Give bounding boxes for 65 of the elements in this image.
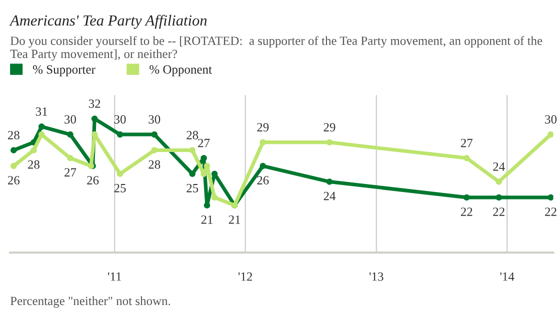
data-label: 25: [114, 184, 126, 192]
data-label: 24: [493, 162, 505, 171]
data-label: 22: [493, 208, 504, 216]
point: [10, 162, 17, 170]
point: [116, 170, 124, 177]
point: [211, 194, 218, 201]
data-label: 29: [257, 123, 269, 132]
point: [211, 170, 218, 177]
data-label: 25: [186, 184, 198, 192]
legend-label: % Opponent: [150, 65, 212, 76]
point: [10, 147, 17, 154]
point: [67, 131, 74, 138]
point: [116, 131, 124, 138]
point: [151, 147, 158, 154]
point: [67, 154, 74, 162]
data-label: 29: [324, 123, 336, 132]
data-label: 28: [148, 160, 160, 169]
data-label: 26: [257, 176, 269, 184]
point: [189, 147, 196, 154]
point: [91, 131, 98, 138]
data-label: 28: [186, 130, 198, 140]
data-label: 26: [8, 176, 20, 184]
text: Percentage "neither" not shown.: [10, 296, 170, 308]
point: [200, 154, 207, 162]
data-label: 30: [114, 115, 126, 124]
x-tick-label: '11: [108, 272, 122, 281]
data-label: 30: [545, 115, 557, 124]
point: [496, 178, 502, 185]
point: [548, 194, 554, 201]
data-label: 27: [198, 138, 210, 148]
data-label: 30: [64, 115, 76, 124]
point: [326, 178, 333, 185]
point: [548, 131, 554, 138]
chart-title: Americans' Tea Party Affiliation: [9, 14, 207, 29]
point: [151, 131, 158, 138]
point: [464, 154, 470, 162]
data-label: 21: [201, 215, 213, 224]
data-label: 22: [545, 208, 556, 216]
data-label: 28: [8, 130, 20, 140]
point: [38, 131, 45, 138]
point: [464, 194, 470, 201]
point: [260, 162, 266, 170]
point: [30, 147, 37, 154]
x-tick-label: '14: [500, 272, 514, 281]
data-label: 27: [64, 168, 76, 176]
point: [38, 123, 45, 130]
point: [260, 139, 266, 146]
point: [189, 170, 196, 177]
point: [496, 194, 502, 201]
data-label: 21: [228, 215, 240, 224]
x-tick-label: '13: [370, 272, 384, 281]
data-label: 32: [88, 99, 100, 108]
data-label: 22: [460, 208, 472, 216]
point: [91, 116, 98, 122]
data-label: 26: [87, 176, 99, 184]
chart-subtitle: Do you consider yourself to be -- [ROTATED: a supporter of the Tea Party movement, an opponent of the Tea Party movement], or neither?: [10, 36, 542, 61]
data-label: 31: [36, 107, 48, 116]
data-label: 28: [28, 160, 40, 169]
data-label: 24: [324, 192, 336, 200]
point: [326, 139, 333, 146]
data-label: 30: [148, 115, 160, 124]
x-tick-label: '12: [238, 272, 252, 281]
legend-label: % Supporter: [33, 65, 96, 76]
point: [204, 202, 210, 208]
data-label: 27: [460, 138, 473, 148]
